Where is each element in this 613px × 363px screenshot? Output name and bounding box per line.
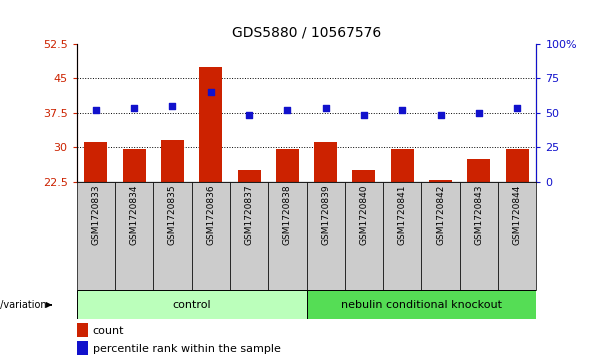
Point xyxy=(206,89,216,95)
Bar xyxy=(467,159,490,182)
Bar xyxy=(123,149,145,182)
Bar xyxy=(84,142,107,182)
Point xyxy=(283,107,292,113)
Text: GSM1720841: GSM1720841 xyxy=(398,185,407,245)
Text: GSM1720837: GSM1720837 xyxy=(245,185,254,245)
Bar xyxy=(383,182,422,290)
Point xyxy=(244,112,254,118)
Text: nebulin conditional knockout: nebulin conditional knockout xyxy=(341,300,502,310)
Bar xyxy=(268,182,306,290)
Bar xyxy=(345,182,383,290)
Bar xyxy=(238,170,261,182)
Point xyxy=(129,105,139,111)
Bar xyxy=(230,182,268,290)
Text: percentile rank within the sample: percentile rank within the sample xyxy=(93,344,281,354)
Text: GSM1720843: GSM1720843 xyxy=(474,185,484,245)
Bar xyxy=(276,149,299,182)
Point xyxy=(359,112,369,118)
Text: genotype/variation: genotype/variation xyxy=(0,300,48,310)
Bar xyxy=(115,182,153,290)
Bar xyxy=(161,140,184,182)
Point xyxy=(474,110,484,115)
Text: GSM1720835: GSM1720835 xyxy=(168,185,177,245)
Point xyxy=(397,107,407,113)
Text: GSM1720833: GSM1720833 xyxy=(91,185,101,245)
Bar xyxy=(352,170,375,182)
Text: GSM1720842: GSM1720842 xyxy=(436,185,445,245)
Bar xyxy=(199,66,223,182)
Bar xyxy=(391,149,414,182)
Text: GSM1720844: GSM1720844 xyxy=(512,185,522,245)
Bar xyxy=(314,142,337,182)
Bar xyxy=(498,182,536,290)
Point xyxy=(321,105,330,111)
Bar xyxy=(191,182,230,290)
Bar xyxy=(429,180,452,182)
Text: control: control xyxy=(172,300,211,310)
Bar xyxy=(306,290,536,319)
Text: count: count xyxy=(93,326,124,336)
Bar xyxy=(460,182,498,290)
Text: GSM1720839: GSM1720839 xyxy=(321,185,330,245)
Bar xyxy=(422,182,460,290)
Bar xyxy=(153,182,191,290)
Text: GSM1720838: GSM1720838 xyxy=(283,185,292,245)
Bar xyxy=(77,182,115,290)
Text: GSM1720836: GSM1720836 xyxy=(206,185,215,245)
Point xyxy=(167,103,177,109)
Text: GSM1720840: GSM1720840 xyxy=(359,185,368,245)
Point xyxy=(436,112,446,118)
Point xyxy=(512,105,522,111)
Point xyxy=(91,107,101,113)
Bar xyxy=(77,323,88,338)
Bar xyxy=(77,341,88,355)
Bar xyxy=(77,290,306,319)
Text: GSM1720834: GSM1720834 xyxy=(129,185,139,245)
Bar xyxy=(306,182,345,290)
Bar xyxy=(506,149,528,182)
Title: GDS5880 / 10567576: GDS5880 / 10567576 xyxy=(232,26,381,40)
